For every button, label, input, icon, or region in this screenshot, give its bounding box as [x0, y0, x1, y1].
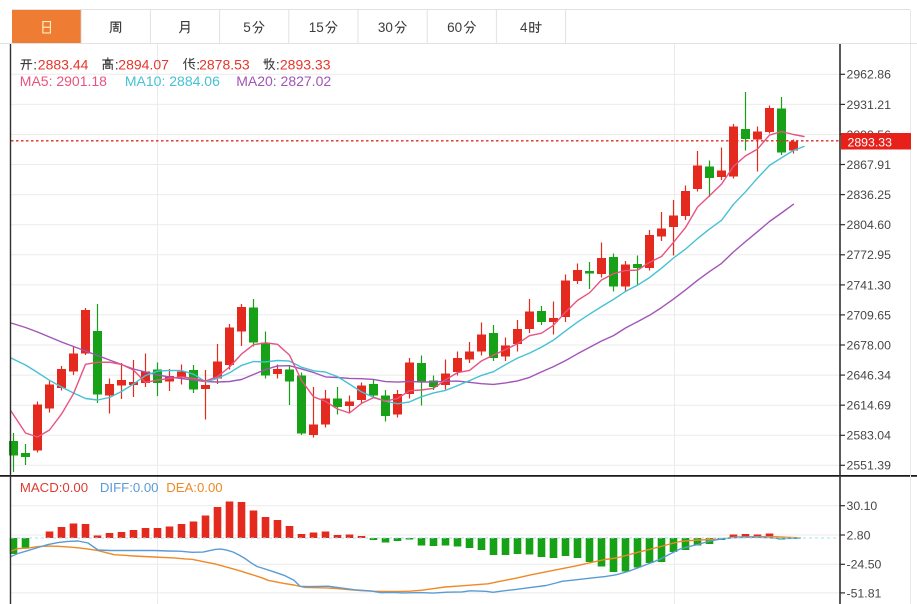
svg-text:-24.50: -24.50 [847, 558, 882, 572]
svg-text:2893.33: 2893.33 [848, 135, 893, 149]
svg-text:2878.53: 2878.53 [199, 56, 250, 72]
svg-text:MACD:0.00: MACD:0.00 [20, 480, 88, 495]
svg-text:2962.86: 2962.86 [847, 68, 892, 82]
svg-text::: : [33, 56, 37, 72]
svg-text:2867.91: 2867.91 [847, 158, 892, 172]
svg-text:30.10: 30.10 [847, 499, 878, 513]
svg-text:30: 30 [378, 20, 393, 35]
svg-text:MA5: 2901.18: MA5: 2901.18 [20, 73, 107, 89]
svg-text:60: 60 [447, 20, 462, 35]
svg-text::: : [276, 56, 280, 72]
svg-text:-51.81: -51.81 [847, 586, 882, 600]
svg-text:DIFF:0.00: DIFF:0.00 [100, 480, 159, 495]
svg-text:2893.33: 2893.33 [280, 56, 331, 72]
svg-text:MA10: 2884.06: MA10: 2884.06 [125, 73, 220, 89]
svg-text:2551.39: 2551.39 [847, 459, 892, 473]
svg-text:2741.30: 2741.30 [847, 278, 892, 292]
svg-text:2894.07: 2894.07 [118, 56, 169, 72]
svg-text:15: 15 [309, 20, 324, 35]
svg-text:4: 4 [520, 20, 528, 35]
svg-text::: : [196, 56, 200, 72]
svg-text:2772.95: 2772.95 [847, 248, 892, 262]
svg-text:2709.65: 2709.65 [847, 308, 892, 322]
svg-text:DEA:0.00: DEA:0.00 [166, 480, 222, 495]
svg-text:2614.69: 2614.69 [847, 399, 892, 413]
svg-text:2583.04: 2583.04 [847, 429, 892, 443]
svg-text:2883.44: 2883.44 [38, 56, 89, 72]
svg-text:MA20: 2827.02: MA20: 2827.02 [236, 73, 331, 89]
svg-text:2678.00: 2678.00 [847, 338, 892, 352]
svg-text::: : [115, 56, 119, 72]
svg-text:5: 5 [243, 20, 251, 35]
svg-text:2931.21: 2931.21 [847, 98, 892, 112]
svg-text:2646.34: 2646.34 [847, 369, 892, 383]
svg-text:2836.25: 2836.25 [847, 188, 892, 202]
svg-text:2.80: 2.80 [847, 528, 871, 542]
svg-text:2804.60: 2804.60 [847, 218, 892, 232]
